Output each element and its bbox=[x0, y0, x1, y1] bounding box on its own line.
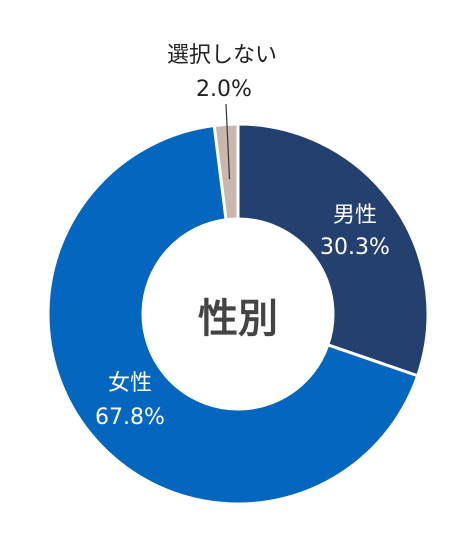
slice-no-answer bbox=[212, 122, 240, 222]
leader-line-no-answer bbox=[225, 103, 231, 180]
slice-male bbox=[236, 122, 430, 378]
slice-label-female: 女性 bbox=[108, 371, 152, 396]
center-label: 性別 bbox=[198, 296, 278, 342]
slice-female bbox=[46, 123, 420, 506]
slice-label-no-answer: 選択しない bbox=[167, 43, 277, 68]
slice-label-male: 男性 bbox=[333, 203, 377, 228]
slices-group bbox=[46, 122, 430, 506]
slice-value-male: 30.3% bbox=[320, 235, 390, 260]
slice-value-no-answer: 2.0% bbox=[196, 77, 252, 102]
slice-value-female: 67.8% bbox=[95, 405, 165, 430]
